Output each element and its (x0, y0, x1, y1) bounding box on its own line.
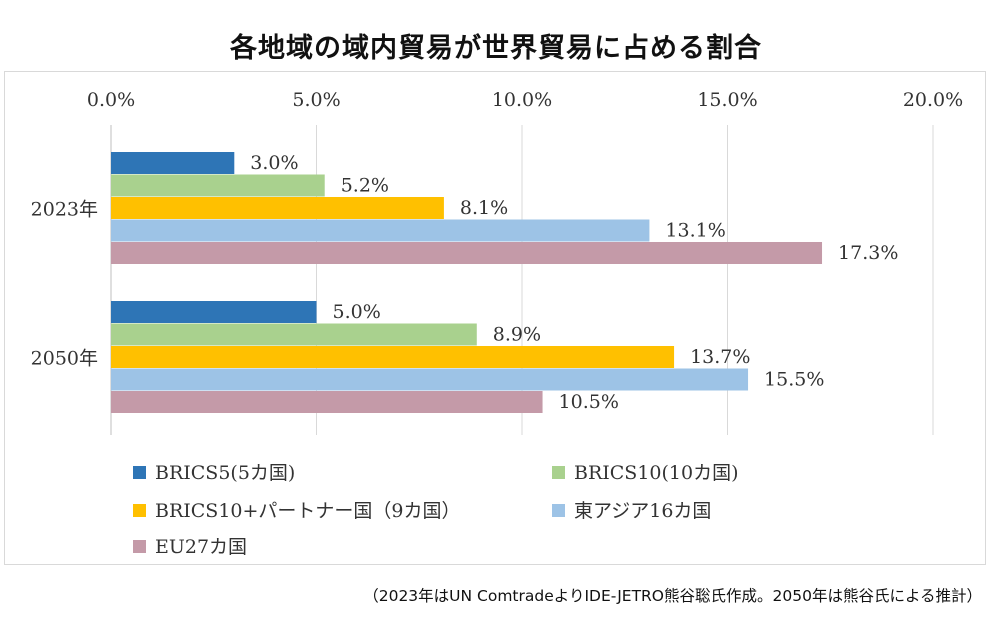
legend-swatch (133, 466, 146, 479)
bar (111, 391, 543, 413)
data-label: 8.9% (493, 324, 541, 346)
data-label: 17.3% (838, 242, 898, 264)
legend-label: BRICS10+パートナー国（9カ国） (155, 500, 461, 522)
data-label: 13.7% (690, 346, 750, 368)
bar (111, 152, 235, 174)
tick-label: 15.0% (697, 89, 757, 111)
legend-label: BRICS5(5カ国) (155, 462, 295, 484)
category-labels: 2023年 2050年 (31, 198, 98, 369)
category-label: 2023年 (31, 198, 98, 220)
data-label: 3.0% (250, 152, 298, 174)
source-note: （2023年はUN ComtradeよりIDE-JETRO熊谷聡氏作成。2050… (363, 587, 982, 605)
tick-label: 5.0% (292, 89, 340, 111)
bars (111, 152, 823, 413)
tick-label: 10.0% (492, 89, 552, 111)
data-label: 13.1% (665, 220, 725, 242)
bar (111, 323, 477, 346)
chart-title: 各地域の域内貿易が世界貿易に占める割合 (230, 33, 762, 64)
legend-swatch (133, 540, 146, 553)
legend-swatch (552, 466, 565, 479)
data-label: 15.5% (764, 369, 824, 391)
chart-frame (4, 71, 986, 565)
data-label: 5.0% (333, 301, 381, 323)
bar (111, 346, 675, 368)
category-label: 2050年 (31, 347, 98, 369)
bar (111, 219, 650, 242)
legend-label: EU27カ国 (155, 536, 247, 558)
legend-label: BRICS10(10カ国) (574, 462, 739, 484)
tick-label: 0.0% (87, 89, 135, 111)
legend-label: 東アジア16カ国 (574, 500, 711, 522)
bar (111, 197, 444, 219)
data-label: 10.5% (559, 391, 619, 413)
legend-swatch (552, 504, 565, 517)
data-label: 8.1% (460, 197, 508, 219)
tick-label: 20.0% (903, 89, 963, 111)
x-axis-ticks: 0.0% 5.0% 10.0% 15.0% 20.0% (87, 89, 963, 111)
bar (111, 242, 823, 264)
bar (111, 368, 749, 391)
bar (111, 174, 325, 197)
data-labels: 3.0% 5.2% 8.1% 13.1% 17.3% 5.0% 8.9% 13.7% 15.5%… (250, 152, 898, 413)
bar (111, 301, 317, 323)
legend: BRICS5(5カ国) BRICS10(10カ国) BRICS10+パートナー国（9… (133, 462, 739, 558)
legend-swatch (133, 504, 146, 517)
data-label: 5.2% (341, 175, 389, 197)
